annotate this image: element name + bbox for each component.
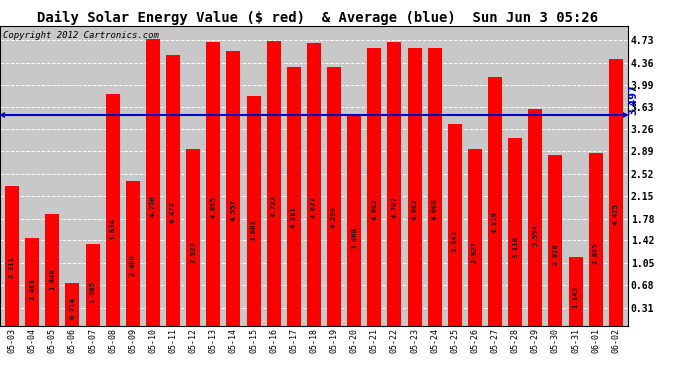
Bar [609,58,623,326]
Bar [186,149,200,326]
Bar [569,257,582,326]
Text: 1.365: 1.365 [90,280,96,303]
Bar [347,117,362,326]
Bar [5,186,19,326]
Bar [428,48,442,326]
Text: 3.468: 3.468 [351,227,357,249]
Bar [307,44,321,326]
Text: 3.801: 3.801 [250,219,257,241]
Text: 3.497: 3.497 [628,84,638,115]
Text: 4.290: 4.290 [331,206,337,228]
Text: Daily Solar Energy Value ($ red)  & Average (blue)  Sun Jun 3 05:26: Daily Solar Energy Value ($ red) & Avera… [37,11,598,26]
Text: 2.927: 2.927 [472,241,478,263]
Text: 4.707: 4.707 [391,196,397,217]
Text: 0.714: 0.714 [70,297,75,319]
Text: 4.608: 4.608 [432,198,437,220]
Bar [246,96,261,326]
Bar [468,149,482,326]
Text: 4.477: 4.477 [170,202,176,223]
Text: 4.425: 4.425 [613,203,619,225]
Bar [86,244,99,326]
Text: 3.834: 3.834 [110,218,116,240]
Bar [367,48,382,326]
Text: 4.602: 4.602 [371,198,377,220]
Text: 4.677: 4.677 [311,196,317,218]
Bar [529,109,542,326]
Text: 1.848: 1.848 [49,268,55,290]
Text: 4.695: 4.695 [210,196,217,218]
Bar [287,68,301,326]
Text: 4.119: 4.119 [492,211,498,232]
Bar [226,51,241,326]
Bar [206,42,220,326]
Bar [266,40,281,326]
Bar [508,138,522,326]
Bar [327,67,341,326]
Bar [589,153,603,326]
Bar [106,94,120,326]
Bar [408,48,422,326]
Text: 3.343: 3.343 [452,230,458,252]
Text: 4.750: 4.750 [150,195,156,216]
Text: 1.461: 1.461 [29,278,35,300]
Text: Copyright 2012 Cartronics.com: Copyright 2012 Cartronics.com [3,31,159,40]
Bar [166,56,180,326]
Text: 2.865: 2.865 [593,243,599,264]
Text: 3.594: 3.594 [532,224,538,246]
Bar [549,155,562,326]
Text: 4.281: 4.281 [290,207,297,228]
Text: 2.927: 2.927 [190,241,196,263]
Text: 2.400: 2.400 [130,254,136,276]
Bar [448,124,462,326]
Text: 4.723: 4.723 [270,195,277,217]
Text: 3.118: 3.118 [512,236,518,258]
Bar [46,214,59,326]
Bar [488,77,502,326]
Bar [146,39,160,326]
Text: 1.143: 1.143 [573,286,579,308]
Text: 4.602: 4.602 [411,198,417,220]
Bar [66,283,79,326]
Bar [25,238,39,326]
Bar [387,42,402,326]
Text: 2.311: 2.311 [9,256,15,279]
Text: 4.557: 4.557 [230,200,237,221]
Bar [126,181,140,326]
Text: 2.828: 2.828 [553,243,558,266]
